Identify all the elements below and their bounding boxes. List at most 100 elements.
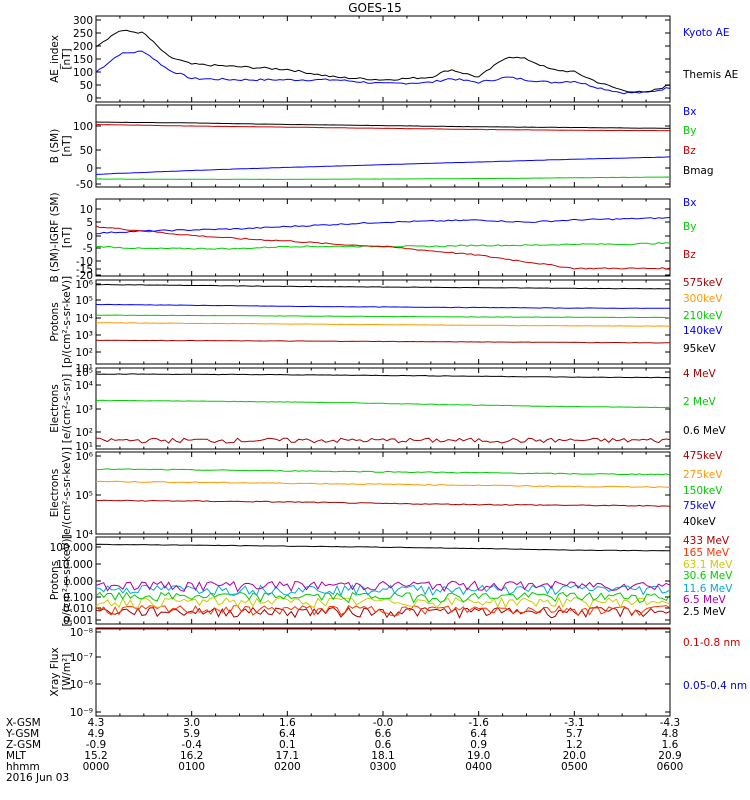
y-axis-unit: [e/(cm²-s-sr-keV)] bbox=[61, 447, 73, 539]
series-line bbox=[95, 50, 671, 95]
series-line bbox=[95, 480, 671, 489]
footer-value: 18.1 bbox=[371, 750, 395, 762]
y-axis-label: Electrons bbox=[49, 469, 61, 518]
series-line bbox=[95, 123, 671, 132]
legend-4-3: 210keV bbox=[683, 310, 723, 322]
footer-value: 0600 bbox=[656, 761, 684, 773]
series-line bbox=[95, 543, 671, 552]
y-tick-label: 0.100 bbox=[63, 592, 93, 604]
footer-value: 0100 bbox=[178, 761, 206, 773]
y-tick-label: -50 bbox=[76, 179, 93, 191]
panel-3: 105 0-5-10-15-20 B (SM)-IGRF (SM) [nT] bbox=[49, 192, 671, 283]
y-tick-label: 10⁵ bbox=[75, 295, 93, 307]
footer-value: -0.0 bbox=[372, 717, 394, 729]
series-line bbox=[95, 584, 671, 597]
footer-value: 4.3 bbox=[87, 717, 105, 729]
y-tick-label: 1.000 bbox=[63, 576, 93, 588]
legend-5-3: 0.6 MeV bbox=[683, 425, 726, 437]
series-line bbox=[96, 283, 670, 290]
y-tick-label: 0.010 bbox=[63, 603, 93, 615]
footer-value: 5.7 bbox=[565, 728, 583, 740]
footer-value: -0.4 bbox=[181, 739, 202, 751]
legend-8-2: 0.05-0.4 nm bbox=[683, 680, 748, 692]
y-tick-label: 0 bbox=[86, 93, 93, 105]
series-line bbox=[95, 242, 671, 250]
y-tick-label: 10⁴ bbox=[75, 380, 93, 392]
series-line bbox=[95, 373, 671, 379]
legend-7-4: 30.6 MeV bbox=[683, 570, 733, 582]
y-tick-label: -20 bbox=[76, 270, 93, 282]
legend-2-2: By bbox=[683, 125, 697, 137]
panel-frame bbox=[95, 104, 671, 188]
footer-value: 0.1 bbox=[278, 739, 296, 751]
y-axis-label: Electrons bbox=[49, 384, 61, 433]
y-tick-label: 10⁴ bbox=[75, 529, 93, 541]
panel-frame bbox=[95, 15, 671, 103]
series-line bbox=[95, 580, 671, 593]
legend-5-1: 4 MeV bbox=[683, 368, 716, 380]
series-line bbox=[95, 303, 670, 309]
y-tick-label: 10⁻⁶ bbox=[70, 679, 93, 691]
y-tick-label: 0.001 bbox=[63, 615, 93, 627]
series-line bbox=[95, 156, 671, 175]
date-label: 2016 Jun 03 bbox=[6, 772, 70, 784]
y-tick-label: 200 bbox=[73, 41, 93, 53]
y-axis-unit: [p/(cm²-s-sr-keV)] bbox=[61, 276, 73, 368]
plot-title: GOES-15 bbox=[348, 1, 402, 15]
footer-value: 4.9 bbox=[87, 728, 105, 740]
y-tick-label: 100.000 bbox=[50, 542, 93, 554]
footer-value: 1.6 bbox=[661, 739, 679, 751]
panel-frame bbox=[95, 451, 671, 535]
y-axis-unit: [nT] bbox=[61, 48, 73, 69]
panel-frame bbox=[95, 198, 671, 277]
footer-value: 3.0 bbox=[183, 717, 200, 729]
y-axis-label: AE_index bbox=[49, 35, 61, 83]
legend-7-6: 6.5 MeV bbox=[683, 594, 726, 606]
legend-6-1: 475keV bbox=[683, 450, 723, 462]
y-tick-label: 10⁴ bbox=[75, 313, 93, 325]
legend-7-7: 2.5 MeV bbox=[683, 606, 726, 618]
series-line bbox=[95, 499, 671, 507]
footer-value: -0.9 bbox=[85, 739, 107, 751]
y-tick-label: 10¹ bbox=[75, 363, 93, 375]
legend-8-1: 0.1-0.8 nm bbox=[683, 637, 741, 649]
footer-value: 0500 bbox=[560, 761, 588, 773]
footer-value: 6.6 bbox=[374, 728, 392, 740]
legend-2-3: Bz bbox=[683, 145, 696, 157]
y-tick-label: 10⁻⁷ bbox=[70, 652, 93, 664]
footer-value: 1.2 bbox=[565, 739, 583, 751]
series-line bbox=[95, 121, 671, 129]
legend-7-5: 11.6 MeV bbox=[683, 583, 733, 595]
legend-5-2: 2 MeV bbox=[683, 396, 716, 408]
footer-value: 0400 bbox=[465, 761, 493, 773]
footer-value: 0300 bbox=[369, 761, 397, 773]
legend-1-2: Themis AE bbox=[683, 69, 739, 81]
y-tick-label: -10 bbox=[76, 256, 93, 268]
y-tick-label: 10³ bbox=[75, 330, 93, 342]
footer-value: 6.4 bbox=[470, 728, 487, 740]
y-tick-label: 10⁵ bbox=[75, 490, 93, 502]
y-tick-label: 10 bbox=[80, 204, 93, 216]
legend-2-4: Bmag bbox=[683, 165, 714, 177]
y-tick-label: 100 bbox=[73, 67, 93, 79]
y-tick-label: 10⁻⁸ bbox=[70, 627, 93, 639]
y-tick-label: 10² bbox=[75, 427, 93, 439]
y-tick-label: 5 bbox=[86, 217, 93, 229]
series-line bbox=[95, 176, 671, 181]
y-tick-label: -15 bbox=[76, 264, 93, 276]
legend-6-4: 75keV bbox=[683, 500, 716, 512]
series-line bbox=[95, 604, 671, 617]
legend-4-5: 95keV bbox=[683, 343, 716, 355]
y-axis-unit: [p/(cm²-s-sr-keV)] bbox=[61, 534, 73, 626]
y-tick-label: -5 bbox=[83, 243, 93, 255]
footer-value: 16.2 bbox=[179, 750, 204, 762]
panel-2: 100 50 0 -50 B (SM) [nT] bbox=[49, 104, 671, 191]
series-line bbox=[95, 596, 671, 609]
footer-value: 15.2 bbox=[84, 750, 108, 762]
series-line bbox=[95, 339, 670, 344]
legend-3-3: Bz bbox=[683, 249, 696, 261]
legend-7-2: 165 MeV bbox=[683, 547, 730, 559]
y-axis-label: B (SM) bbox=[49, 129, 61, 163]
y-tick-label: 50 bbox=[80, 80, 93, 92]
footer-row-label: hhmm bbox=[6, 761, 40, 773]
